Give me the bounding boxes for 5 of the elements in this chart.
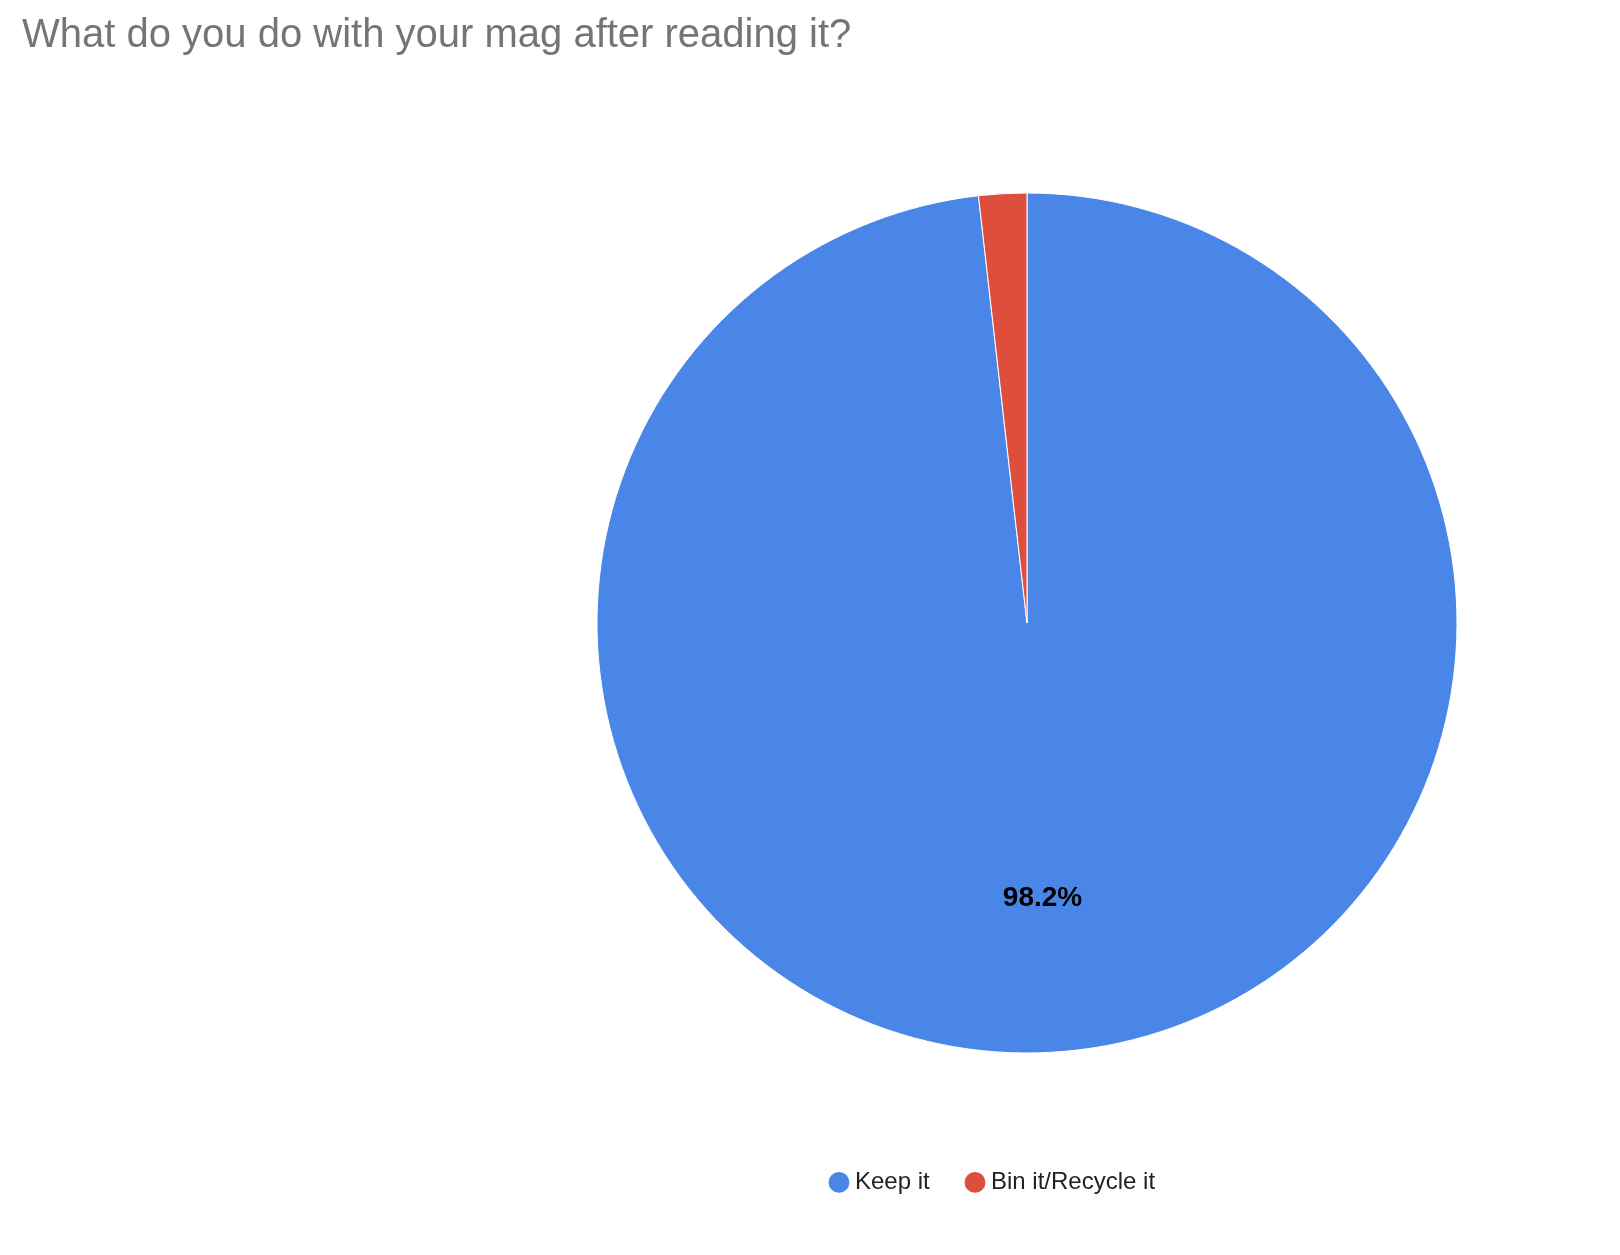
chart-title: What do you do with your mag after reading it? bbox=[22, 11, 852, 55]
data-label: 98.2% bbox=[1002, 880, 1083, 912]
legend-label: Bin it/Recycle it bbox=[991, 1167, 1156, 1195]
pie-slice bbox=[596, 192, 1458, 1053]
legend-label: Keep it bbox=[855, 1167, 931, 1195]
